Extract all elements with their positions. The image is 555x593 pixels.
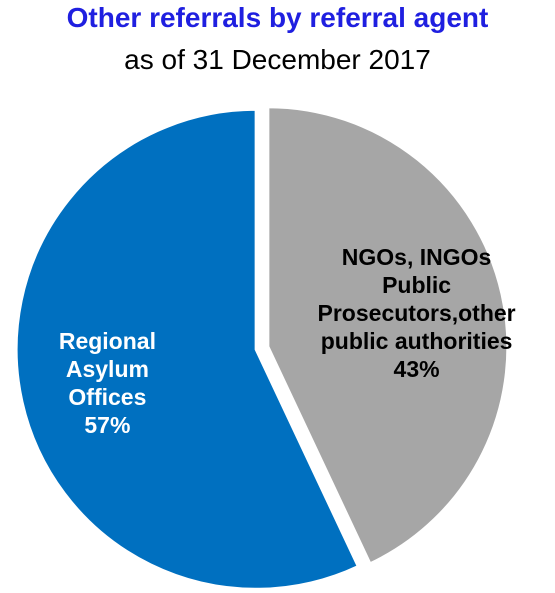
slice-name: Regional Asylum Offices [58,327,156,410]
pie-slice [14,107,361,591]
slice-label: Regional Asylum Offices 57% [37,327,177,439]
slice-name: NGOs, INGOs Public Prosecutors,other pub… [317,244,516,355]
chart-title: Other referrals by referral agent [66,2,489,33]
slice-value: 43% [393,356,440,383]
slice-label: NGOs, INGOs Public Prosecutors,other pub… [309,243,524,383]
slice-value: 57% [84,411,131,438]
chart-subtitle: as of 31 December 2017 [124,44,431,75]
pie-slice [266,105,510,566]
